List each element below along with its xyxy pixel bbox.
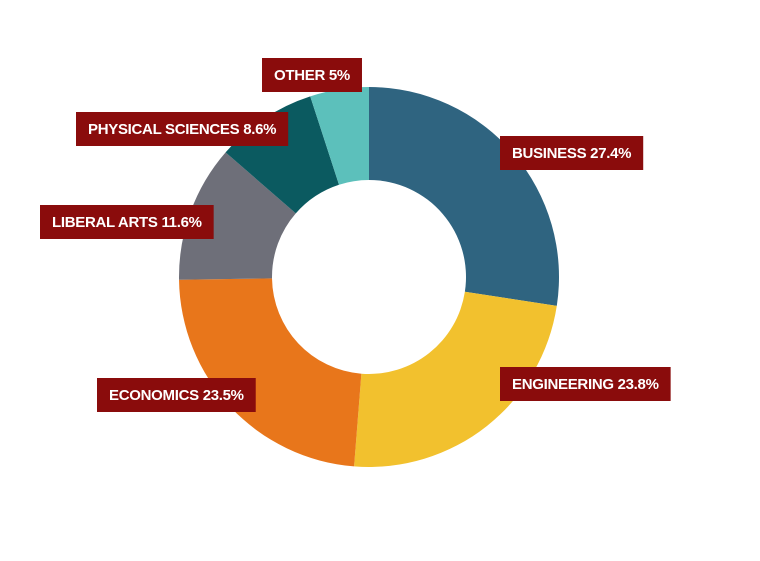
value-label: 8.6% bbox=[243, 121, 276, 138]
label-box bbox=[40, 205, 214, 239]
label-text: PHYSICAL SCIENCES 8.6% bbox=[88, 121, 276, 138]
category-label: ENGINEERING bbox=[512, 376, 614, 393]
label-box bbox=[262, 58, 362, 92]
data-label: ECONOMICS 23.5% bbox=[97, 378, 256, 412]
value-label: 11.6% bbox=[161, 214, 201, 231]
value-label: 5% bbox=[329, 67, 350, 84]
data-label: PHYSICAL SCIENCES 8.6% bbox=[76, 112, 289, 146]
label-text: LIBERAL ARTS 11.6% bbox=[52, 214, 202, 231]
donut-segment bbox=[310, 87, 369, 185]
donut-segment bbox=[179, 278, 362, 467]
data-label: BUSINESS 27.4% bbox=[500, 136, 644, 170]
category-label: LIBERAL ARTS bbox=[52, 214, 158, 231]
donut-segment bbox=[369, 87, 559, 306]
donut-segment bbox=[179, 152, 296, 280]
label-box bbox=[76, 112, 289, 146]
category-label: ECONOMICS bbox=[109, 387, 199, 404]
label-text: BUSINESS 27.4% bbox=[512, 145, 631, 162]
value-label: 23.5% bbox=[203, 387, 244, 404]
label-text: OTHER 5% bbox=[274, 67, 350, 84]
category-label: PHYSICAL SCIENCES bbox=[88, 121, 240, 138]
donut-segment bbox=[225, 96, 339, 214]
value-label: 27.4% bbox=[590, 145, 631, 162]
data-label: OTHER 5% bbox=[262, 58, 362, 92]
value-label: 23.8% bbox=[618, 376, 659, 393]
label-box bbox=[97, 378, 256, 412]
donut-segment bbox=[354, 291, 557, 467]
data-label: LIBERAL ARTS 11.6% bbox=[40, 205, 214, 239]
label-text: ECONOMICS 23.5% bbox=[109, 387, 244, 404]
data-label: ENGINEERING 23.8% bbox=[500, 367, 671, 401]
label-box bbox=[500, 136, 644, 170]
label-box bbox=[500, 367, 671, 401]
label-text: ENGINEERING 23.8% bbox=[512, 376, 659, 393]
category-label: OTHER bbox=[274, 67, 325, 84]
category-label: BUSINESS bbox=[512, 145, 587, 162]
